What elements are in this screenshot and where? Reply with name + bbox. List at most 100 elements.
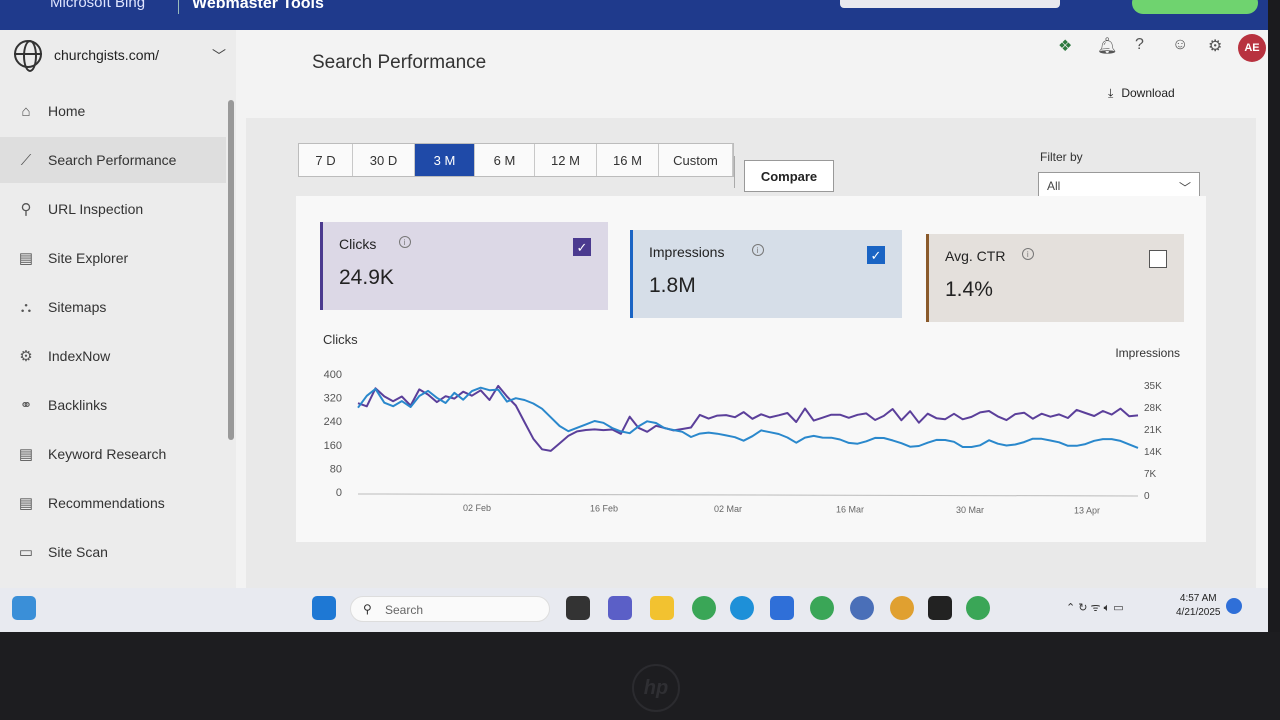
range-button-custom[interactable]: Custom	[659, 144, 733, 176]
range-button-6m[interactable]: 6 M	[475, 144, 535, 176]
sidebar-scrollbar[interactable]	[228, 100, 234, 440]
metric-card-impressions[interactable]: Impressions i 1.8M ✓	[630, 230, 902, 318]
metric-card-avg-ctr[interactable]: Avg. CTR i 1.4%	[926, 234, 1184, 322]
y-axis-label-right: Impressions	[1115, 346, 1180, 360]
range-button-3m[interactable]: 3 M	[415, 144, 475, 176]
y-tick-right: 35K	[1144, 381, 1162, 392]
info-icon[interactable]: i	[751, 244, 764, 256]
widgets-icon[interactable]	[12, 596, 36, 620]
clock[interactable]: 4:57 AM 4/21/2025	[1176, 592, 1221, 620]
info-icon[interactable]: i	[1021, 248, 1034, 260]
sidebar-item-label: IndexNow	[48, 348, 111, 364]
site-name: churchgists.com/	[54, 47, 160, 63]
tray-icons[interactable]: ⌃ ↻ ᯤ 🔈︎ ▭	[1066, 602, 1124, 614]
range-divider	[734, 156, 735, 188]
taskbar-search[interactable]: ⚲ Search	[350, 596, 550, 622]
chevron-down-icon: ﹀	[1178, 181, 1191, 195]
screen: Microsoft Bing Webmaster Tools ❖ 🔔︎ ? ☺ …	[0, 0, 1268, 632]
sidebar-item-backlinks[interactable]: ⚭ Backlinks	[0, 382, 226, 428]
x-tick-label: 13 Apr	[1074, 506, 1100, 516]
sidebar-item-recommendations[interactable]: ▤ Recommendations	[0, 480, 226, 526]
task-view-icon[interactable]	[566, 596, 590, 620]
metric-card-clicks[interactable]: Clicks i 24.9K ✓	[320, 222, 608, 310]
sidebar-item-label: URL Inspection	[48, 201, 144, 217]
apps-icon[interactable]: ❖	[1058, 38, 1073, 55]
metric-checkbox[interactable]	[1149, 250, 1167, 268]
brand-separator	[178, 0, 179, 14]
chrome-icon[interactable]	[890, 596, 914, 620]
taskbar-search-placeholder: Search	[385, 603, 424, 617]
y-tick-left: 0	[336, 487, 342, 499]
hp-logo: hp	[632, 664, 680, 712]
store-icon[interactable]	[770, 596, 794, 620]
top-search-box[interactable]	[840, 0, 1060, 8]
sidebar-item-home[interactable]: ⌂ Home	[0, 88, 226, 134]
metric-checkbox[interactable]: ✓	[573, 238, 591, 256]
chrome-icon[interactable]	[810, 596, 834, 620]
y-tick-right: 14K	[1144, 447, 1162, 458]
range-button-12m[interactable]: 12 M	[535, 144, 597, 176]
download-button[interactable]: ⤓ Download	[1108, 86, 1175, 101]
app-icon[interactable]	[850, 596, 874, 620]
x-tick-label: 02 Mar	[714, 504, 742, 514]
smiley-icon[interactable]: ☺	[1172, 36, 1189, 53]
edge-icon[interactable]	[730, 596, 754, 620]
x-axis-line	[357, 493, 1139, 497]
site-picker[interactable]: churchgists.com/ ﹀	[0, 30, 236, 86]
sidebar-item-label: Sitemaps	[48, 299, 107, 315]
metric-value: 1.4%	[945, 278, 993, 301]
performance-chart[interactable]: Clicks Impressions 400 320 240 160 80 0 35K 28K 21…	[296, 196, 1206, 542]
y-axis-label-left: Clicks	[323, 332, 358, 347]
metric-value: 1.8M	[649, 274, 696, 297]
info-icon[interactable]: i	[398, 236, 411, 248]
sidebar-item-label: Site Explorer	[48, 250, 129, 266]
document-icon: ▤	[18, 446, 34, 463]
compare-button[interactable]: Compare	[744, 160, 834, 192]
gear-icon[interactable]: ⚙	[1208, 38, 1223, 55]
link-icon: ⚭	[19, 397, 33, 414]
y-tick-right: 21K	[1144, 425, 1162, 436]
y-tick-left: 80	[330, 463, 342, 475]
bell-icon[interactable]: 🔔︎	[1097, 38, 1118, 55]
file-explorer-icon[interactable]	[650, 596, 674, 620]
sidebar-item-site-explorer[interactable]: ▤ Site Explorer	[0, 235, 226, 281]
y-tick-left: 240	[324, 416, 342, 428]
metric-value: 24.9K	[339, 266, 394, 289]
range-button-16m[interactable]: 16 M	[597, 144, 659, 176]
metric-title: Impressions	[649, 244, 725, 260]
y-tick-left: 160	[324, 440, 342, 452]
avatar[interactable]: AE	[1238, 34, 1266, 62]
brand-name[interactable]: Microsoft Bing	[50, 0, 146, 11]
chrome-icon[interactable]	[692, 596, 716, 620]
sidebar-item-search-performance[interactable]: ⟋ Search Performance	[0, 137, 226, 183]
document-icon: ▤	[18, 250, 34, 267]
y-tick-left: 320	[324, 393, 342, 405]
sidebar-item-url-inspection[interactable]: ⚲ URL Inspection	[0, 186, 226, 232]
new-features-pill[interactable]	[1132, 0, 1258, 14]
y-tick-left: 400	[324, 369, 342, 381]
sidebar-item-indexnow[interactable]: ⚙ IndexNow	[0, 333, 226, 379]
chrome-icon[interactable]	[966, 596, 990, 620]
sidebar-item-keyword-research[interactable]: ▤ Keyword Research	[0, 431, 226, 477]
filter-label: Filter by	[1040, 150, 1083, 164]
teams-icon[interactable]	[608, 596, 632, 620]
chevron-down-icon[interactable]: ﹀	[212, 48, 226, 64]
product-name[interactable]: Webmaster Tools	[192, 0, 324, 12]
range-button-7d[interactable]: 7 D	[299, 144, 353, 176]
search-icon: ⚲	[363, 602, 372, 616]
sidebar-item-sitemaps[interactable]: ⛬ Sitemaps	[0, 284, 226, 330]
globe-icon	[14, 40, 42, 72]
sidebar-item-site-scan[interactable]: ▭ Site Scan	[0, 529, 226, 575]
x-tick-label: 02 Feb	[463, 503, 491, 513]
start-icon[interactable]	[312, 596, 336, 620]
metric-checkbox[interactable]: ✓	[867, 246, 885, 264]
range-button-30d[interactable]: 30 D	[353, 144, 415, 176]
sidebar-item-label: Home	[48, 103, 86, 119]
capcut-icon[interactable]	[928, 596, 952, 620]
chart-card: Clicks i 24.9K ✓ Impressions i 1.8M ✓ Avg. CTR i 1…	[296, 196, 1206, 542]
help-icon[interactable]: ?	[1135, 36, 1144, 53]
x-tick-label: 30 Mar	[956, 505, 984, 515]
clock-time: 4:57 AM	[1179, 593, 1217, 604]
notification-badge[interactable]	[1226, 598, 1242, 614]
